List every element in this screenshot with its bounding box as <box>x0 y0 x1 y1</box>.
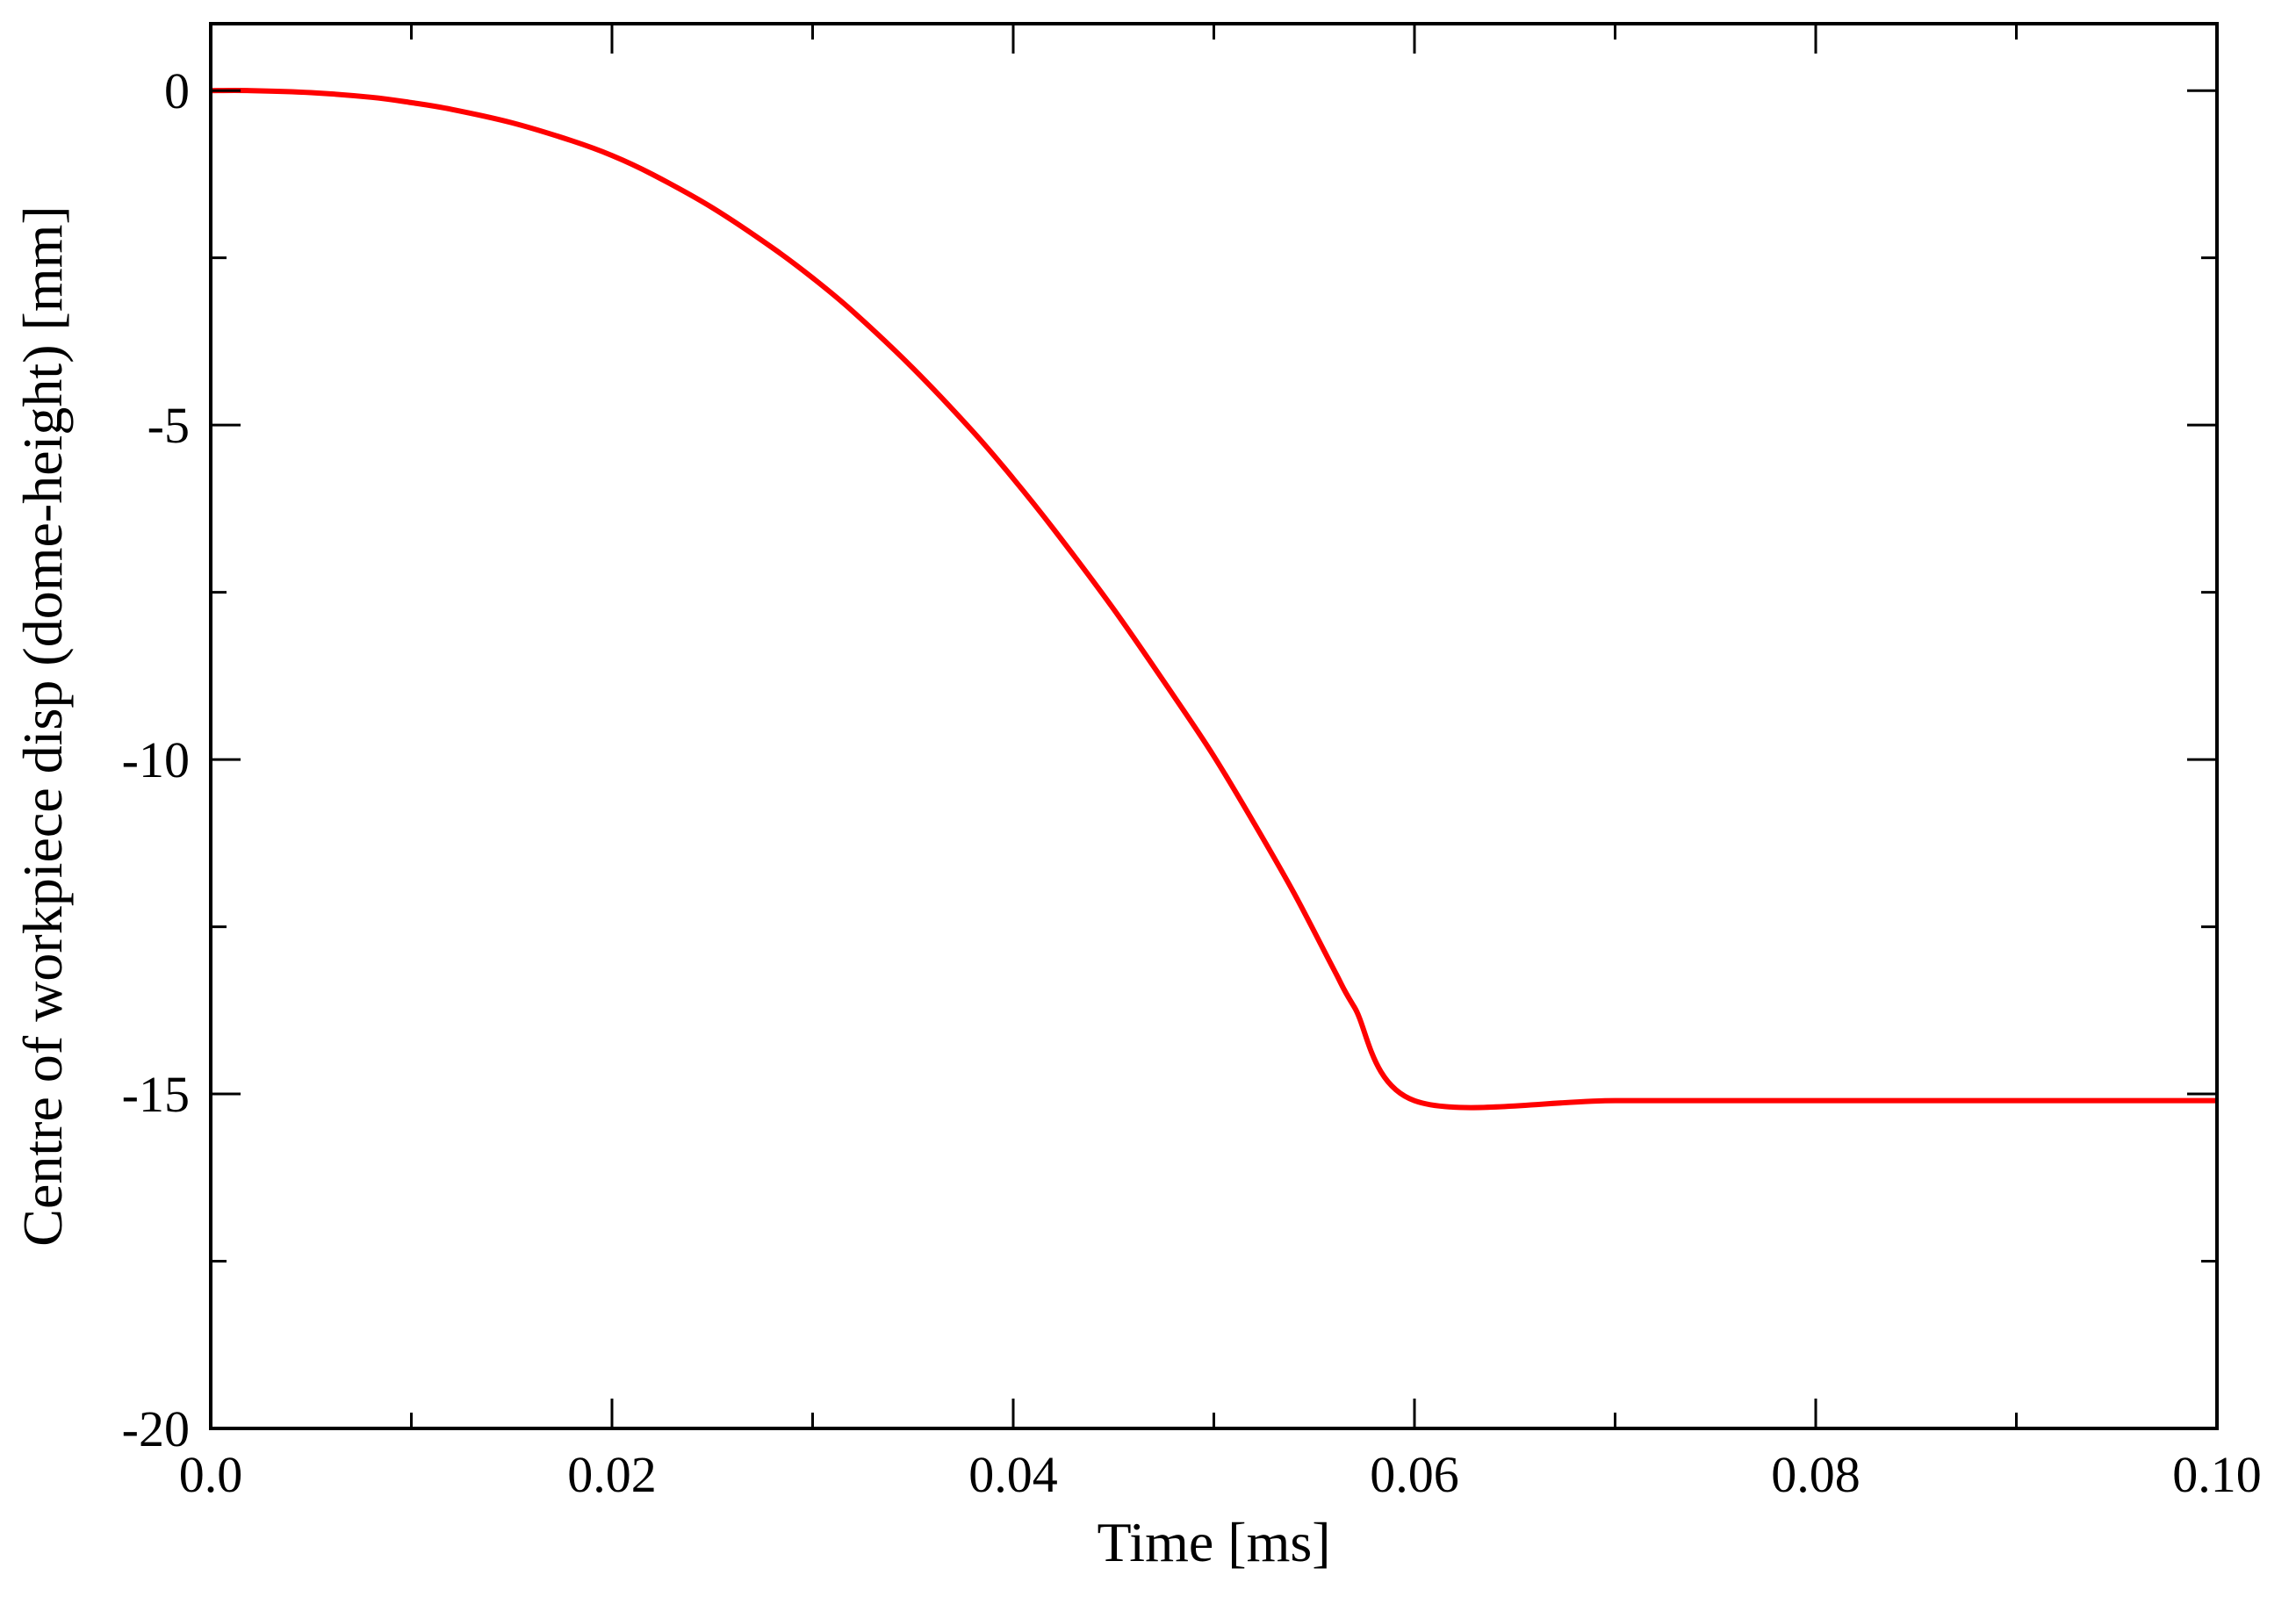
x-tick-label: 0.06 <box>1370 1446 1459 1503</box>
x-tick-label: 0.02 <box>567 1446 657 1503</box>
x-tick-label: 0.10 <box>2172 1446 2262 1503</box>
y-axis-title: Centre of workpiece disp (dome-height) [… <box>11 205 74 1246</box>
y-tick-label: -5 <box>148 397 190 454</box>
plot-frame <box>209 22 2219 1430</box>
series-line <box>210 88 2218 1111</box>
y-tick-label: -10 <box>122 731 190 788</box>
y-tick-label: -20 <box>122 1400 190 1457</box>
y-tick-label: 0 <box>164 62 190 119</box>
x-tick-label: 0.0 <box>179 1446 243 1503</box>
y-tick-label: -15 <box>122 1066 190 1123</box>
x-tick-label: 0.08 <box>1771 1446 1861 1503</box>
x-axis-title: Time [ms] <box>1097 1511 1330 1573</box>
x-tick-label: 0.04 <box>968 1446 1058 1503</box>
series-layer <box>210 88 2218 1111</box>
labels-layer: 0.0 0.02 0.04 0.06 0.08 0.10 0 -5 -10 -15 -20 <box>122 62 2262 1503</box>
